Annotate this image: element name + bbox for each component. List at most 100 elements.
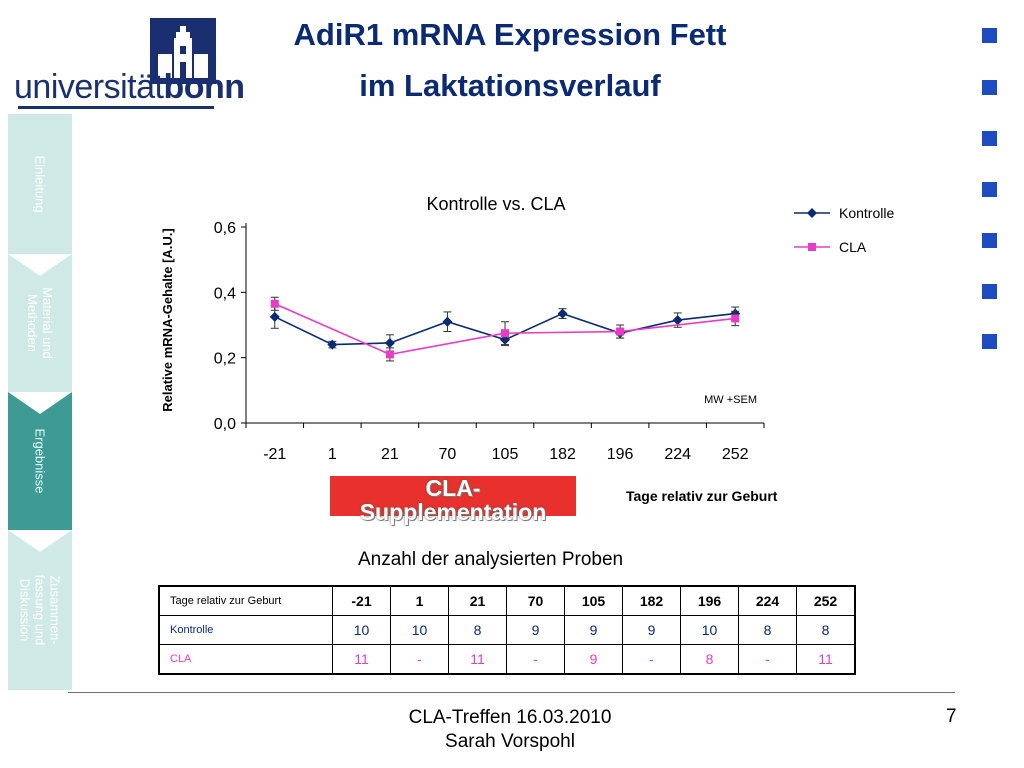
table-cell: 196: [680, 585, 739, 616]
table-cell: 8: [738, 615, 797, 645]
decor-square: [982, 233, 997, 248]
logo-text-light: universität: [14, 68, 164, 106]
castle-icon: [150, 18, 216, 84]
table-cell: 10: [680, 615, 739, 645]
decor-square: [982, 80, 997, 95]
legend-label: Kontrolle: [839, 205, 894, 221]
decor-square: [982, 284, 997, 299]
table-cell: Kontrolle: [158, 615, 333, 645]
table-header-row: Tage relativ zur Geburt -21 1 21 70 105 …: [158, 585, 856, 616]
decor-square: [982, 334, 997, 349]
tab-notch: [8, 254, 72, 276]
banner-line1: CLA-: [425, 475, 481, 501]
tab-einleitung[interactable]: Einleitung: [8, 114, 72, 254]
y-tick-label: 0,2: [214, 351, 236, 368]
section-sidebar: Einleitung Material und Methoden Ergebni…: [8, 114, 72, 690]
chart-annotation: MW +SEM: [704, 394, 757, 406]
y-tick-label: 0,4: [214, 285, 236, 302]
data-point-cla: [385, 350, 394, 359]
table-cell: 70: [506, 585, 565, 616]
samples-table: Tage relativ zur Geburt -21 1 21 70 105 …: [158, 585, 856, 675]
table-cell: 21: [448, 585, 507, 616]
table-cell: CLA: [158, 644, 333, 675]
tab-zusammenfassung[interactable]: Zusammen-fassung und Diskussion: [8, 530, 72, 690]
logo-text-bold: bonn: [163, 68, 245, 106]
footer-line2: Sarah Vorspohl: [445, 731, 575, 752]
footer-line1: CLA-Treffen 16.03.2010: [408, 707, 612, 728]
x-tick-label: 182: [549, 446, 576, 463]
data-point-cla: [731, 314, 740, 323]
table-cell: -21: [332, 585, 391, 616]
table-cell: 105: [564, 585, 623, 616]
x-tick-label: 105: [492, 446, 519, 463]
decor-square: [982, 131, 997, 146]
tab-notch: [8, 530, 72, 552]
data-point-cla: [616, 327, 625, 336]
tab-notch: [8, 392, 72, 414]
data-point-kontrolle: [384, 337, 395, 348]
y-tick-label: 0,0: [214, 416, 236, 433]
page-number: 7: [946, 706, 957, 727]
table-cell: 8: [796, 615, 856, 645]
data-point-kontrolle: [557, 308, 568, 319]
samples-caption: Anzahl der analysierten Proben: [358, 549, 624, 570]
x-tick-label: -21: [263, 446, 286, 463]
table-cell: -: [738, 644, 797, 675]
table-cell: 10: [332, 615, 391, 645]
footer-divider: [68, 692, 955, 693]
line-chart: Kontrolle vs. CLA Relative mRNA-Gehalte …: [160, 194, 894, 463]
table-cell: -: [506, 644, 565, 675]
table-cell: 11: [796, 644, 856, 675]
y-axis-label: Relative mRNA-Gehalte [A.U.]: [160, 228, 175, 411]
x-tick-label: 70: [439, 446, 457, 463]
table-cell: 9: [564, 644, 623, 675]
x-tick-label: 196: [607, 446, 634, 463]
x-axis-label: Tage relativ zur Geburt: [626, 488, 778, 504]
x-tick-label: 252: [722, 446, 749, 463]
data-point-kontrolle: [672, 315, 683, 326]
table-cell: 9: [564, 615, 623, 645]
table-cell: 11: [448, 644, 507, 675]
table-cell: 252: [796, 585, 856, 616]
tab-label: Zusammen-fassung und Diskussion: [17, 574, 63, 646]
slide-title-line1: AdiR1 mRNA Expression Fett: [293, 17, 727, 52]
x-tick-label: 1: [328, 446, 337, 463]
university-logo: universitätbonn: [14, 18, 245, 109]
data-point-kontrolle: [442, 316, 453, 327]
table-cell: 11: [332, 644, 391, 675]
x-tick-label: 224: [664, 446, 691, 463]
table-cell: 1: [390, 585, 449, 616]
table-cell: 8: [448, 615, 507, 645]
data-point-kontrolle: [327, 339, 338, 350]
banner-line2: Supplementation: [359, 499, 547, 525]
slide-title-line2: im Laktationsverlauf: [359, 68, 661, 103]
table-row: CLA 11 - 11 - 9 - 8 - 11: [158, 644, 856, 675]
table-cell: 10: [390, 615, 449, 645]
data-point-cla: [501, 329, 509, 338]
decor-square: [982, 182, 997, 197]
table-cell: 9: [506, 615, 565, 645]
table-row: Kontrolle 10 10 8 9 9 9 10 8 8: [158, 615, 856, 645]
table-cell: -: [622, 644, 681, 675]
chart-title: Kontrolle vs. CLA: [426, 194, 565, 214]
table-cell: 9: [622, 615, 681, 645]
data-point-cla: [270, 299, 279, 308]
tab-ergebnisse[interactable]: Ergebnisse: [8, 392, 72, 530]
y-tick-label: 0,6: [214, 220, 236, 237]
cla-supplementation-banner: CLA- Supplementation: [330, 475, 576, 524]
footer-text: CLA-Treffen 16.03.2010 Sarah Vorspohl: [380, 706, 640, 754]
table-cell: 8: [680, 644, 739, 675]
x-tick-label: 21: [381, 446, 399, 463]
logo-underline: [18, 106, 214, 109]
tab-material-methoden[interactable]: Material und Methoden: [8, 254, 72, 392]
legend-label: CLA: [839, 239, 867, 255]
logo-wordmark: universitätbonn: [14, 68, 245, 107]
table-cell: 182: [622, 585, 681, 616]
table-cell: 224: [738, 585, 797, 616]
table-cell: -: [390, 644, 449, 675]
table-cell: Tage relativ zur Geburt: [158, 585, 333, 616]
decor-square: [982, 28, 997, 43]
data-point-kontrolle: [269, 311, 280, 322]
legend-marker-cla: [808, 243, 816, 251]
legend-marker-kontrolle: [807, 208, 817, 218]
